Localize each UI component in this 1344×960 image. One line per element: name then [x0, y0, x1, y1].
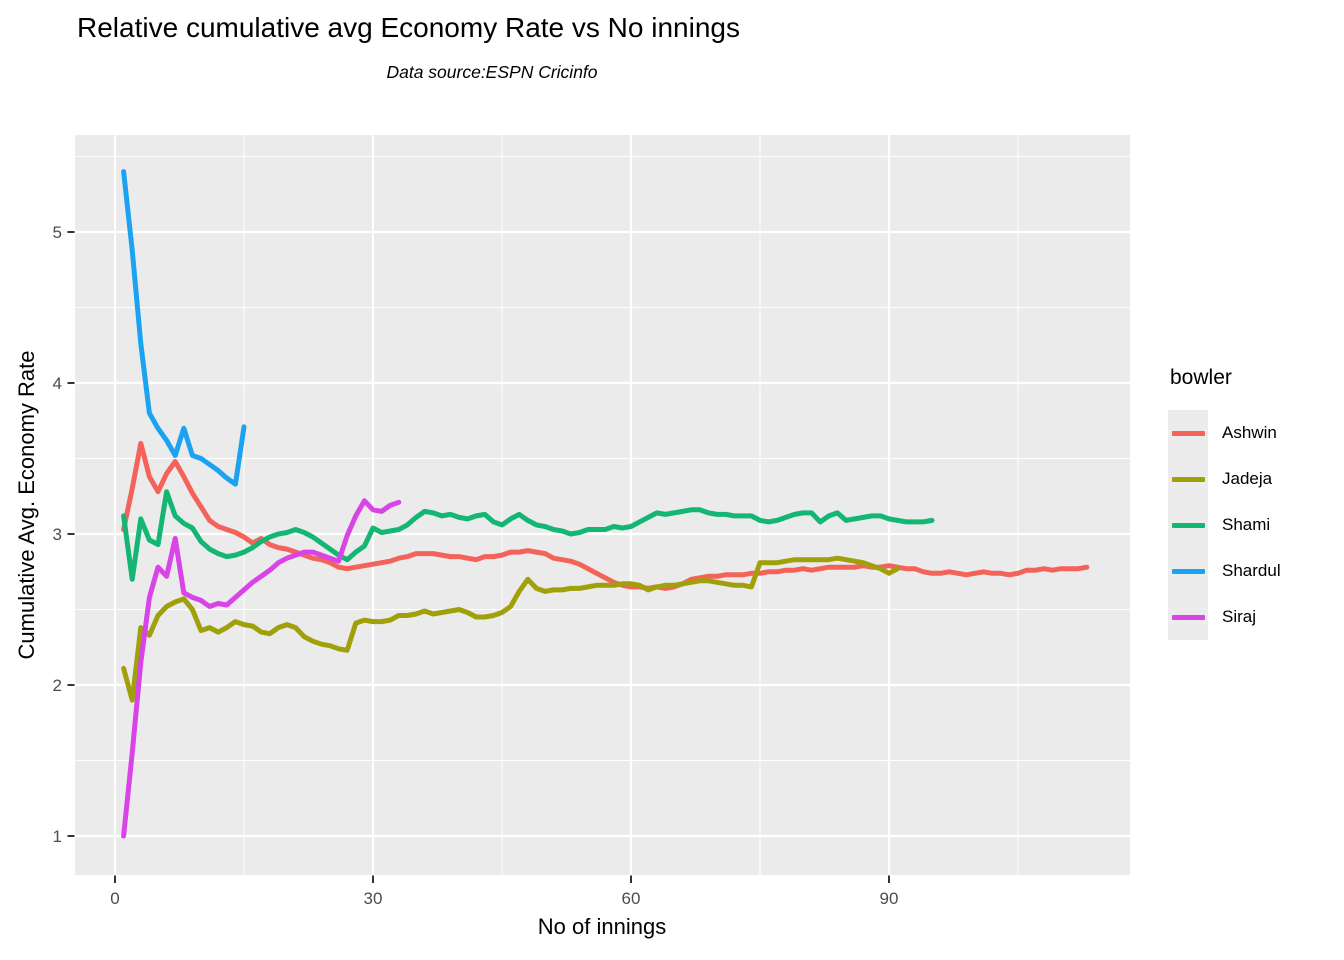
y-tick-label: 4	[53, 374, 62, 393]
series-line-ashwin	[121, 440, 1090, 591]
legend-key-swatch	[1168, 502, 1208, 548]
legend-item-siraj: Siraj	[1168, 594, 1281, 640]
legend-item-shardul: Shardul	[1168, 548, 1281, 594]
legend-line-sample	[1171, 568, 1205, 574]
legend-item-ashwin: Ashwin	[1168, 410, 1281, 456]
y-axis-title: Cumulative Avg. Economy Rate	[14, 350, 39, 660]
chart-subtitle: Data source:ESPN Cricinfo	[386, 62, 598, 82]
x-tick-label: 60	[622, 889, 641, 908]
y-tick-label: 2	[53, 676, 62, 695]
x-tick-label: 90	[880, 889, 899, 908]
x-axis-title: No of innings	[537, 914, 667, 939]
legend-item-label: Shardul	[1222, 561, 1281, 580]
legend-item-shami: Shami	[1168, 502, 1281, 548]
legend-line-sample	[1171, 430, 1205, 436]
series-line-shami	[121, 489, 935, 582]
series-line-siraj	[121, 498, 402, 839]
legend-key-swatch	[1168, 410, 1208, 456]
panel-background	[75, 135, 1130, 875]
legend-item-jadeja: Jadeja	[1168, 456, 1281, 502]
legend-title: bowler	[1170, 366, 1232, 389]
legend-key-swatch	[1168, 594, 1208, 640]
chart-title: Relative cumulative avg Economy Rate vs …	[77, 12, 740, 43]
series-line-jadeja	[121, 555, 901, 703]
legend-line-sample	[1171, 522, 1205, 528]
y-tick-label: 3	[53, 525, 62, 544]
y-tick-label: 1	[53, 827, 62, 846]
legend: bowler Ashwin Jadeja Shami Shardul Siraj	[1168, 366, 1281, 640]
x-tick-label: 30	[364, 889, 383, 908]
legend-items: Ashwin Jadeja Shami Shardul Siraj	[1168, 410, 1281, 640]
legend-item-label: Siraj	[1222, 607, 1257, 626]
series-line-shardul	[121, 169, 247, 487]
legend-line-sample	[1171, 476, 1205, 482]
legend-item-label: Jadeja	[1222, 469, 1273, 488]
y-tick-label: 5	[53, 223, 62, 242]
legend-key-swatch	[1168, 548, 1208, 594]
legend-key-swatch	[1168, 456, 1208, 502]
legend-item-label: Ashwin	[1222, 423, 1277, 442]
legend-item-label: Shami	[1222, 515, 1271, 534]
x-tick-label: 0	[110, 889, 119, 908]
legend-line-sample	[1171, 614, 1205, 620]
